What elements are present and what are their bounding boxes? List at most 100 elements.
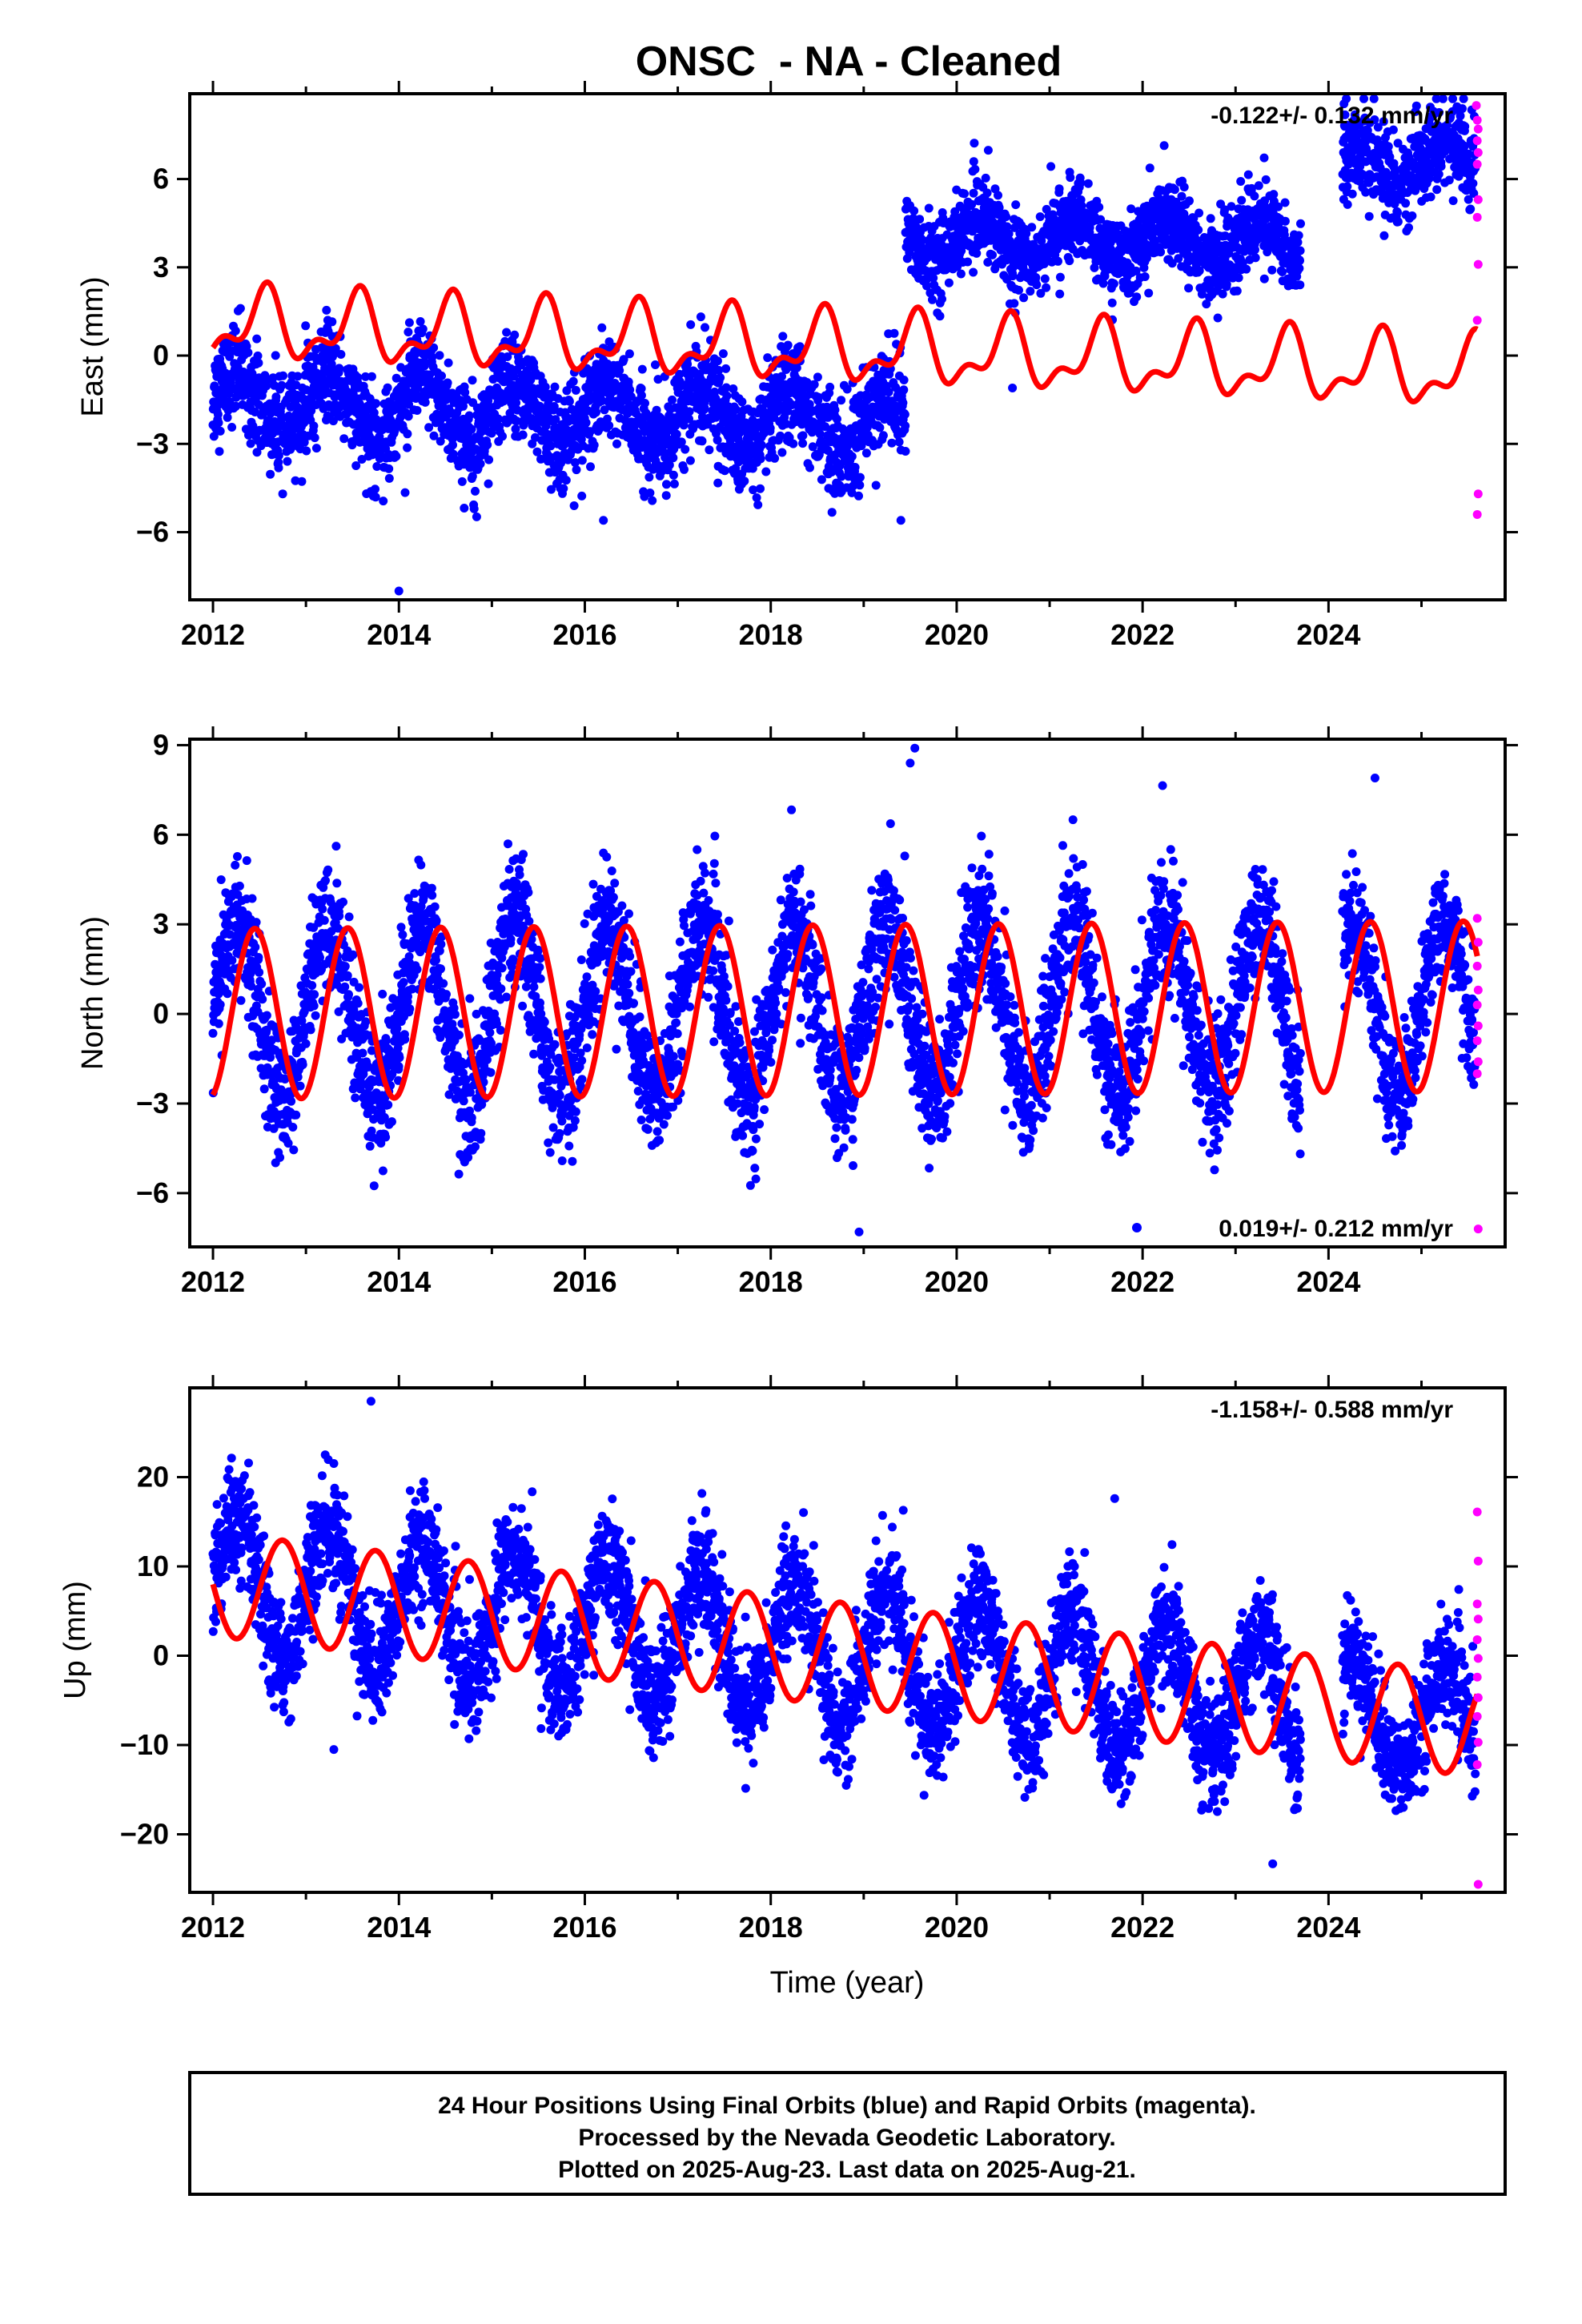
north-final-point [383, 1100, 393, 1110]
east-xtick-label: 2022 [1110, 618, 1174, 651]
east-final-point [696, 312, 705, 322]
east-ytick-label: 6 [153, 163, 169, 195]
east-final-point [384, 473, 394, 483]
east-final-point [403, 429, 412, 439]
east-final-point [798, 439, 808, 448]
east-final-point [550, 382, 560, 392]
east-final-point [720, 466, 729, 476]
east-final-point [404, 318, 414, 328]
east-final-point [327, 317, 337, 327]
east-final-point [700, 403, 709, 412]
east-final-point [328, 416, 338, 426]
east-final-point [1042, 283, 1051, 292]
east-final-point [847, 452, 857, 461]
east-final-point [896, 516, 905, 525]
east-final-point [597, 323, 607, 332]
north-final-point [399, 978, 408, 987]
north-final-point [319, 915, 329, 925]
east-final-point [1194, 225, 1203, 235]
east-final-point [357, 455, 367, 464]
east-final-point [718, 349, 728, 359]
north-final-point [289, 1145, 299, 1155]
east-rapid-point [1473, 147, 1483, 157]
east-final-point [1002, 212, 1011, 222]
north-final-point [242, 856, 251, 866]
east-final-point [383, 383, 392, 392]
east-final-point [577, 491, 587, 501]
east-final-point [1393, 217, 1403, 227]
east-final-point [435, 351, 444, 360]
east-final-point [850, 463, 860, 472]
east-ytick-label: −6 [136, 515, 169, 548]
east-rapid-point [1473, 259, 1483, 269]
east-final-point [568, 376, 578, 386]
east-final-point [1434, 170, 1443, 179]
east-final-point [1237, 195, 1247, 205]
north-final-point [344, 990, 353, 999]
east-final-point [400, 488, 410, 497]
east-final-point [1014, 285, 1023, 295]
north-final-point [343, 971, 352, 980]
east-final-point [1401, 199, 1411, 208]
east-rapid-point [1472, 136, 1482, 146]
east-rapid-point [1473, 124, 1483, 134]
east-final-point [271, 392, 281, 402]
east-final-point [1076, 178, 1086, 187]
north-final-point [310, 990, 319, 999]
north-final-point [311, 1011, 320, 1020]
east-final-point [484, 455, 494, 464]
east-final-point [636, 391, 646, 400]
north-final-point [340, 982, 350, 991]
east-final-point [1343, 199, 1352, 209]
north-final-point [318, 904, 327, 914]
north-final-point [216, 875, 226, 884]
east-final-point [783, 340, 793, 350]
east-final-point [471, 486, 480, 496]
east-final-point [278, 489, 287, 499]
east-final-point [1035, 212, 1045, 222]
east-final-point [680, 464, 689, 474]
east-final-point [875, 423, 885, 432]
east-final-point [231, 401, 241, 411]
north-final-point [227, 955, 237, 965]
east-final-point [899, 385, 909, 395]
east-final-point [564, 396, 574, 406]
east-final-point [1460, 122, 1470, 131]
east-final-point [1054, 256, 1062, 266]
east-final-point [645, 489, 655, 497]
east-final-point [243, 348, 253, 357]
north-final-point [235, 881, 244, 891]
north-final-point [400, 1035, 410, 1044]
east-final-point [1389, 159, 1399, 168]
east-final-point [371, 485, 379, 494]
east-final-point [1393, 207, 1402, 217]
east-final-point [1066, 173, 1075, 183]
east-final-point [248, 421, 258, 431]
east-final-point [437, 371, 446, 380]
east-final-point [901, 447, 910, 456]
east-final-point [770, 453, 780, 463]
north-final-point [355, 983, 363, 992]
east-final-point [1010, 299, 1019, 308]
east-final-point [716, 373, 725, 383]
east-final-point [1295, 256, 1304, 265]
east-final-point [651, 360, 660, 369]
east-final-point [1458, 104, 1467, 114]
east-ytick-label: 0 [153, 339, 169, 372]
north-final-point [254, 953, 263, 962]
east-final-point [391, 452, 401, 461]
east-final-point [615, 366, 624, 376]
north-final-point [332, 879, 342, 888]
east-final-point [669, 479, 679, 489]
east-final-point [855, 480, 865, 490]
east-final-point [235, 304, 245, 313]
east-final-point [1236, 177, 1246, 186]
east-final-point [763, 353, 773, 363]
east-final-point [1407, 211, 1417, 220]
east-final-point [311, 444, 321, 453]
east-final-point [274, 451, 283, 460]
east-final-point [1132, 292, 1142, 302]
east-final-point [404, 328, 413, 337]
north-final-point [255, 967, 264, 977]
